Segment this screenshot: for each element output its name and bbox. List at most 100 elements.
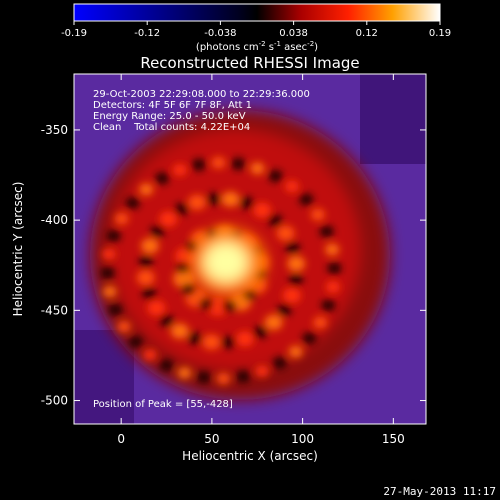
emission-blob	[142, 348, 157, 361]
emission-blob	[288, 345, 303, 358]
annotation-time: 29-Oct-2003 22:29:08.000 to 22:29:36.000	[93, 89, 310, 100]
emission-blob	[102, 285, 117, 298]
emission-blob	[250, 162, 265, 175]
colorbar-tick-label: 0.12	[356, 28, 378, 39]
emission-blob	[235, 331, 254, 347]
emission-gap	[302, 332, 317, 345]
emission-blob	[172, 164, 187, 176]
emission-gap	[221, 336, 236, 349]
annotation-counts: Clean Total counts: 4.22E+04	[93, 122, 250, 133]
emission-gap	[150, 225, 165, 238]
emission-gap	[196, 371, 211, 384]
emission-blob	[287, 255, 306, 272]
emission-blob	[177, 366, 192, 379]
colorbar-tick-label: -0.19	[61, 28, 87, 39]
emission-gap	[100, 266, 115, 279]
emission-blob	[221, 191, 240, 207]
emission-gap	[176, 261, 191, 274]
emission-gap	[191, 158, 206, 171]
emission-blob	[202, 334, 221, 350]
emission-gap	[268, 214, 283, 227]
plot-frame	[73, 73, 427, 425]
y-axis-label: Heliocentric Y (arcsec)	[11, 182, 25, 317]
emission-gap	[159, 359, 174, 372]
emission-blob	[255, 365, 270, 378]
colorbar	[74, 4, 440, 21]
emission-blob	[211, 156, 226, 169]
emission-gap	[138, 255, 153, 268]
emission-blobs	[100, 156, 342, 385]
emission-blob	[114, 212, 129, 225]
emission-blob	[253, 202, 272, 218]
emission-gap	[272, 356, 287, 369]
emission-blob	[310, 208, 325, 221]
x-tick-label: 50	[204, 432, 219, 446]
emission-gap	[327, 262, 342, 275]
emission-blob	[326, 281, 341, 294]
emission-gap	[142, 287, 157, 300]
colorbar-tick-label: 0.19	[429, 28, 451, 39]
emission-gap	[106, 229, 121, 242]
emission-blob	[188, 194, 207, 210]
y-tick-label: -450	[41, 303, 68, 317]
emission-gap	[299, 193, 314, 206]
emission-gap	[187, 332, 202, 345]
emission-blob	[276, 225, 295, 241]
colorbar-unit-label: (photons cm-2 s-1 asec-2)	[196, 40, 318, 53]
emission-gap	[108, 303, 123, 316]
emission-blob	[264, 314, 283, 330]
emission-gap	[268, 169, 283, 182]
chart-title: Reconstructed RHESSI Image	[140, 54, 359, 72]
emission-blob	[282, 287, 301, 304]
emission-blob	[117, 320, 132, 333]
y-tick-label: -350	[41, 123, 68, 137]
timestamp: 27-May-2013 11:17	[383, 485, 496, 498]
x-axis-label: Heliocentric X (arcsec)	[182, 449, 318, 463]
emission-blob	[139, 183, 154, 196]
emission-gap	[199, 297, 214, 310]
emission-gap	[125, 197, 140, 210]
emission-gap	[159, 314, 174, 327]
emission-gap	[277, 303, 292, 316]
emission-gap	[155, 172, 170, 185]
emission-blob	[284, 180, 299, 193]
emission-blob	[147, 300, 166, 316]
emission-blob	[216, 372, 231, 385]
emission-gap	[319, 225, 334, 238]
annotation-detectors: Detectors: 4F 5F 6F 7F 8F, Att 1	[93, 100, 252, 111]
image-area	[74, 74, 426, 424]
emission-gap	[321, 299, 336, 312]
y-axis-ticks: -350 -400 -450 -500	[41, 123, 426, 408]
emission-blob	[325, 243, 340, 256]
emission-gap	[174, 203, 189, 216]
emission-gap	[285, 241, 300, 254]
x-tick-label: 100	[291, 432, 314, 446]
emission-gap	[236, 370, 251, 383]
emission-blob	[159, 211, 178, 227]
emission-blob	[136, 270, 155, 286]
colorbar-ticks: -0.19 -0.12 -0.038 0.038 0.12 0.19	[61, 21, 451, 39]
colorbar-frame	[73, 3, 441, 22]
emission-gap	[288, 273, 303, 286]
emission-gap	[128, 335, 143, 348]
emission-blob	[101, 248, 116, 261]
colorbar-tick-label: -0.038	[204, 28, 236, 39]
emission-gap	[206, 192, 221, 205]
emission-blob	[170, 323, 189, 339]
peak-layer	[190, 228, 266, 296]
dark-corner-ne	[360, 74, 426, 164]
x-tick-label: 150	[382, 432, 405, 446]
annotation-energy: Energy Range: 25.0 - 50.0 keV	[93, 111, 246, 122]
emission-blob	[140, 238, 159, 254]
emission-gap	[239, 197, 254, 210]
colorbar-tick-label: 0.038	[279, 28, 308, 39]
y-tick-label: -500	[41, 394, 68, 408]
emission-gap	[222, 299, 237, 312]
y-tick-label: -400	[41, 213, 68, 227]
emission-blob	[313, 316, 328, 329]
x-axis-ticks: 0 50 100 150	[117, 74, 405, 446]
colorbar-tick-label: -0.12	[134, 28, 160, 39]
peak-position-label: Position of Peak = [55,-428]	[93, 399, 233, 410]
peak-core	[204, 242, 248, 282]
